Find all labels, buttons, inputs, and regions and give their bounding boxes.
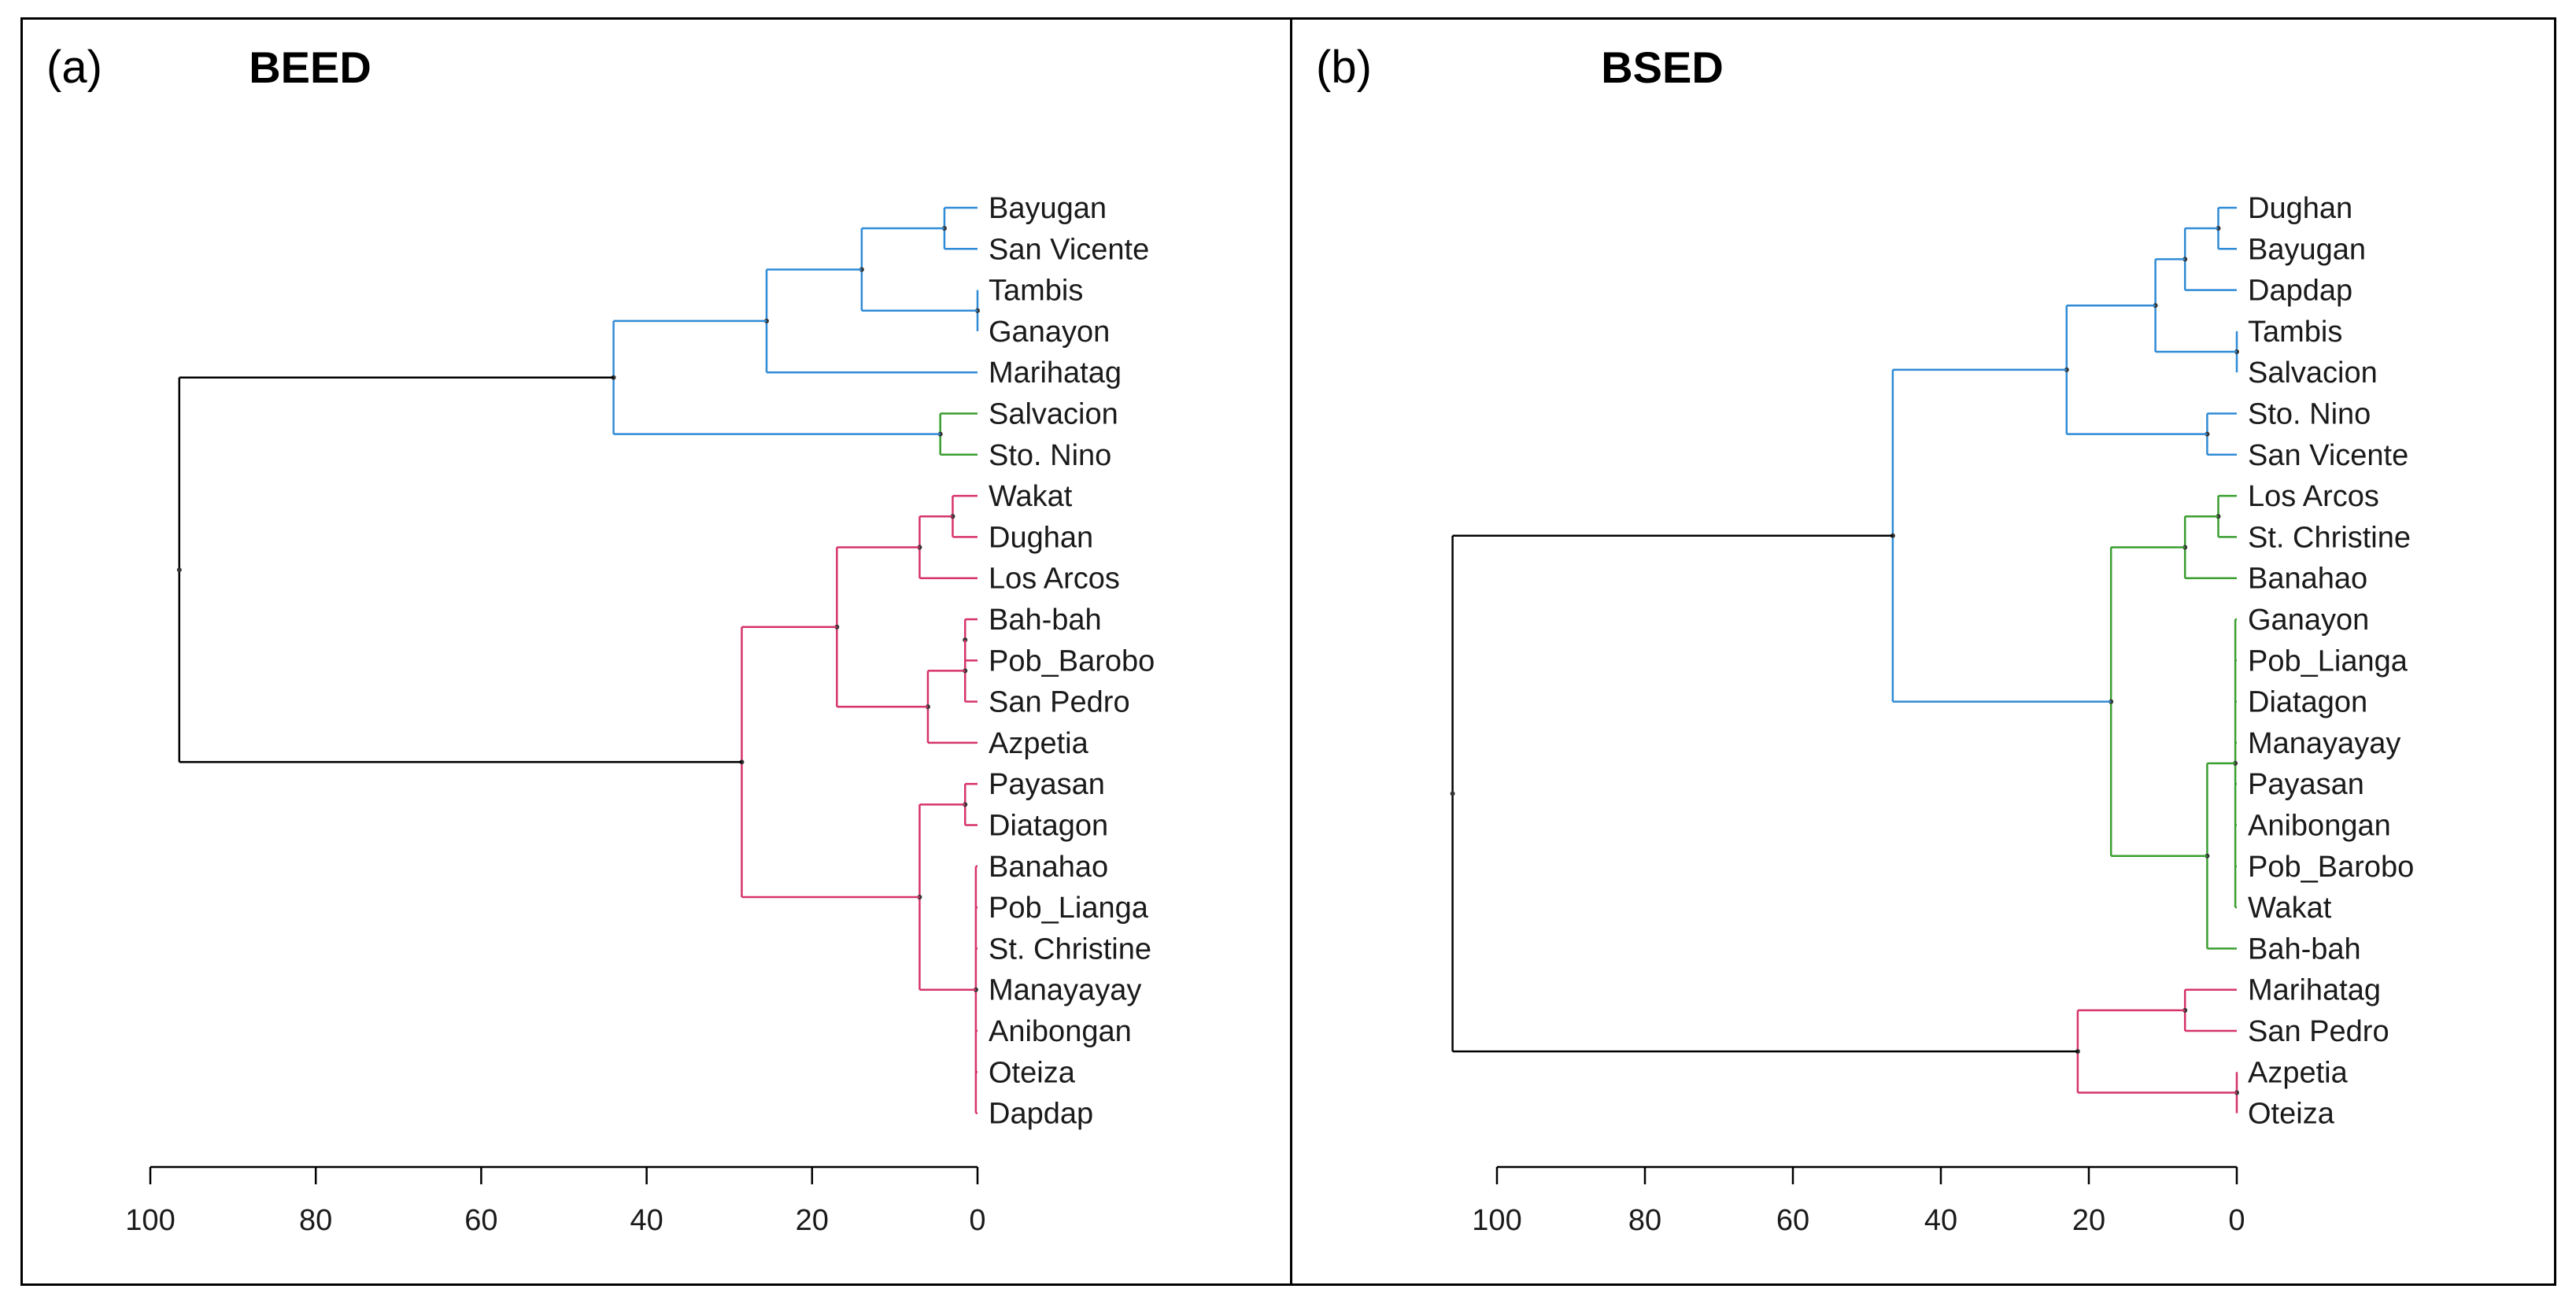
leaf-label: Banahao bbox=[989, 851, 1108, 884]
leaf-label: Pob_Barobo bbox=[989, 644, 1155, 678]
merge-node bbox=[176, 567, 182, 573]
leaf-label: Wakat bbox=[989, 480, 1073, 513]
leaf-label: Anibongan bbox=[2248, 810, 2391, 843]
leaf-label: Bayugan bbox=[989, 192, 1107, 225]
leaf-label: Pob_Barobo bbox=[2248, 851, 2414, 884]
leaf-label: Marihatag bbox=[2248, 974, 2381, 1007]
leaf-label: St. Christine bbox=[2248, 521, 2411, 554]
leaf-label: Pob_Lianga bbox=[2248, 644, 2408, 678]
x-axis-tick-label: 60 bbox=[1776, 1204, 1809, 1237]
merge-node bbox=[2064, 367, 2069, 372]
leaf-label: Salvacion bbox=[989, 398, 1118, 431]
x-axis-tick-label: 60 bbox=[464, 1204, 497, 1237]
leaf-label: Sto. Nino bbox=[989, 439, 1111, 472]
leaf-label: Dapdap bbox=[989, 1098, 1093, 1131]
leaf-label: Tambis bbox=[2248, 316, 2342, 349]
leaf-label: Diatagon bbox=[2248, 686, 2367, 719]
merge-node bbox=[2153, 303, 2158, 308]
x-axis-tick-label: 0 bbox=[969, 1204, 985, 1237]
merge-node bbox=[1450, 791, 1455, 796]
x-axis-tick-label: 100 bbox=[125, 1204, 175, 1237]
leaf-label: San Vicente bbox=[989, 233, 1149, 266]
leaf-label: Bah-bah bbox=[2248, 932, 2361, 966]
leaf-label: St. Christine bbox=[989, 932, 1151, 966]
leaf-label: Tambis bbox=[989, 275, 1083, 308]
leaf-label: San Pedro bbox=[2248, 1015, 2389, 1048]
x-axis-tick-label: 20 bbox=[2072, 1204, 2105, 1237]
x-axis-tick-label: 80 bbox=[1628, 1204, 1661, 1237]
figure-frame: (a) BEED Bayugan San Vicente Tambis Ganayon… bbox=[20, 17, 2556, 1286]
leaf-label: San Pedro bbox=[989, 686, 1130, 719]
leaf-label: Anibongan bbox=[989, 1015, 1132, 1048]
panel-a-dendrogram: (a) BEED Bayugan San Vicente Tambis Ganayon… bbox=[46, 42, 1155, 1237]
leaf-label: Ganayon bbox=[2248, 604, 2369, 637]
x-axis-tick-label: 40 bbox=[630, 1204, 663, 1237]
leaf-label: Azpetia bbox=[2248, 1056, 2349, 1089]
leaf-label: Manayayay bbox=[2248, 727, 2400, 760]
leaf-label: Bayugan bbox=[2248, 233, 2366, 266]
leaf-label: Payasan bbox=[989, 768, 1105, 801]
leaf-label: Azpetia bbox=[989, 727, 1089, 760]
leaf-label: Salvacion bbox=[2248, 356, 2378, 390]
merge-node bbox=[2233, 761, 2238, 766]
leaf-label: Los Arcos bbox=[2248, 480, 2379, 513]
leaf-label: Banahao bbox=[2248, 563, 2367, 596]
leaf-label: Ganayon bbox=[989, 316, 1110, 349]
leaf-label: Dughan bbox=[989, 521, 1093, 554]
leaf-label: Manayayay bbox=[989, 974, 1141, 1007]
leaf-label: Diatagon bbox=[989, 810, 1108, 843]
panel-b-dendrogram: (b) BSED Dughan Bayugan Dapdap Tambis Salvac… bbox=[1316, 42, 2414, 1237]
panel-a-title: BEED bbox=[249, 42, 371, 92]
panel-b-label: (b) bbox=[1316, 42, 1372, 93]
panel-a-label: (a) bbox=[46, 42, 102, 93]
leaf-label: Wakat bbox=[2248, 892, 2332, 925]
panel-b-title: BSED bbox=[1601, 42, 1724, 92]
leaf-label: Oteiza bbox=[989, 1056, 1076, 1089]
leaf-label: Pob_Lianga bbox=[989, 892, 1149, 925]
leaf-label: San Vicente bbox=[2248, 439, 2408, 472]
leaf-label: Oteiza bbox=[2248, 1098, 2335, 1131]
leaf-label: Marihatag bbox=[989, 356, 1122, 390]
leaf-label: Dapdap bbox=[2248, 275, 2352, 308]
x-axis-tick-label: 40 bbox=[1924, 1204, 1957, 1237]
x-axis-tick-label: 100 bbox=[1472, 1204, 1521, 1237]
panel-divider bbox=[1290, 20, 1292, 1283]
leaf-label: Los Arcos bbox=[989, 563, 1120, 596]
x-axis-tick-label: 20 bbox=[796, 1204, 829, 1237]
x-axis-tick-label: 0 bbox=[2228, 1204, 2245, 1237]
leaf-label: Payasan bbox=[2248, 768, 2364, 801]
x-axis-tick-label: 80 bbox=[299, 1204, 332, 1237]
leaf-label: Sto. Nino bbox=[2248, 398, 2371, 431]
leaf-label: Dughan bbox=[2248, 192, 2352, 225]
leaf-label: Bah-bah bbox=[989, 604, 1102, 637]
